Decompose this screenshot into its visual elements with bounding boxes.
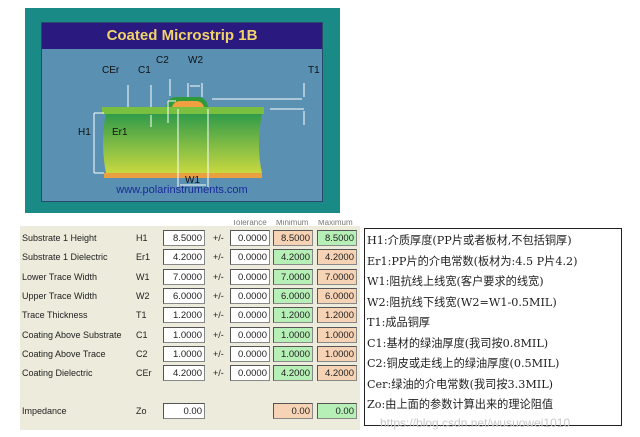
param-max: 4.2000 xyxy=(317,249,357,266)
param-symbol: C1 xyxy=(136,329,148,340)
header-maximum: Maximum xyxy=(318,220,353,226)
param-value-input[interactable]: 4.2000 xyxy=(163,249,205,266)
label-h1: H1 xyxy=(78,127,91,138)
param-max: 6.0000 xyxy=(317,287,357,304)
watermark: https://blog.csdn.net/wusuowei1010 xyxy=(380,416,571,430)
param-tolerance-input[interactable]: 0.0000 xyxy=(230,345,270,362)
polar-url: www.polarinstruments.com xyxy=(116,184,248,196)
parameter-row: Coating Above Trace C2 1.0000 +/- 0.0000… xyxy=(20,345,360,364)
parameter-row: Lower Trace Width W1 7.0000 +/- 0.0000 7… xyxy=(20,268,360,287)
param-symbol: T1 xyxy=(136,310,147,321)
param-min: 4.2000 xyxy=(273,365,313,382)
plus-minus: +/- xyxy=(213,368,224,379)
param-min: 6.0000 xyxy=(273,287,313,304)
label-w2: W2 xyxy=(188,55,203,66)
param-label: Coating Above Substrate xyxy=(22,329,122,340)
param-min: 1.0000 xyxy=(273,326,313,343)
param-label: Coating Above Trace xyxy=(22,348,106,359)
label-c2: C2 xyxy=(156,55,169,66)
note-line: W2:阻抗线下线宽(W2=W1-0.5MIL) xyxy=(367,295,557,309)
param-tolerance-input[interactable]: 0.0000 xyxy=(230,365,270,382)
param-label: Substrate 1 Dielectric xyxy=(22,252,108,263)
param-value-input[interactable]: 6.0000 xyxy=(163,287,205,304)
param-tolerance-input[interactable]: 0.0000 xyxy=(230,326,270,343)
param-value-input[interactable]: 1.0000 xyxy=(163,326,205,343)
plus-minus: +/- xyxy=(213,310,224,321)
label-er1: Er1 xyxy=(112,127,128,138)
note-line: W1:阻抗线上线宽(客户要求的线宽) xyxy=(367,275,544,288)
param-max: 1.0000 xyxy=(317,326,357,343)
param-min: 1.0000 xyxy=(273,345,313,362)
param-value-input[interactable]: 4.2000 xyxy=(163,365,205,382)
impedance-max: 0.00 xyxy=(317,403,357,419)
param-tolerance-input[interactable]: 0.0000 xyxy=(230,307,270,324)
label-cer: CEr xyxy=(102,65,120,76)
param-symbol: C2 xyxy=(136,348,148,359)
param-value-input[interactable]: 8.5000 xyxy=(163,230,205,246)
parameter-row: Coating Above Substrate C1 1.0000 +/- 0.… xyxy=(20,326,360,345)
label-w1: W1 xyxy=(185,175,200,186)
header-minimum: Minimum xyxy=(276,220,309,226)
note-line: Cer:绿油的介电常数(我司按3.3MIL) xyxy=(367,377,553,391)
notes-box: H1:介质厚度(PP片或者板材,不包括铜厚) Er1:PP片的介电常数(板材为:4… xyxy=(364,228,622,426)
impedance-min: 0.00 xyxy=(273,403,313,419)
plus-minus: +/- xyxy=(213,290,224,301)
param-value-input[interactable]: 1.2000 xyxy=(163,307,205,324)
param-symbol: CEr xyxy=(136,368,152,379)
parameter-row: Upper Trace Width W2 6.0000 +/- 0.0000 6… xyxy=(20,287,360,306)
param-symbol: H1 xyxy=(136,233,148,243)
param-value-input[interactable]: 1.0000 xyxy=(163,345,205,362)
cross-section-drawing xyxy=(93,79,305,187)
param-symbol: W2 xyxy=(136,290,150,301)
parameter-row: Coating Dielectric CEr 4.2000 +/- 0.0000… xyxy=(20,365,360,383)
label-c1: C1 xyxy=(138,65,151,76)
impedance-value[interactable]: 0.00 xyxy=(163,403,205,419)
note-line: C2:铜皮或走线上的绿油厚度(0.5MIL) xyxy=(367,357,560,370)
param-min: 1.2000 xyxy=(273,307,313,324)
param-symbol: Er1 xyxy=(136,252,151,263)
note-line: Zo:由上面的参数计算出来的理论阻值 xyxy=(367,398,554,411)
impedance-symbol: Zo xyxy=(136,406,147,416)
param-label: Lower Trace Width xyxy=(22,271,98,282)
plus-minus: +/- xyxy=(213,252,224,263)
parameter-row: Trace Thickness T1 1.2000 +/- 0.0000 1.2… xyxy=(20,307,360,325)
param-label: Coating Dielectric xyxy=(22,368,93,379)
parameter-row: Substrate 1 Height H1 8.5000 +/- 0.0000 … xyxy=(20,230,360,248)
note-line: Er1:PP片的介电常数(板材为:4.5 P片4.2) xyxy=(367,254,578,268)
param-min: 8.5000 xyxy=(273,230,313,246)
param-max: 8.5000 xyxy=(317,230,357,246)
diagram-panel: Coated Microstrip 1B CEr C1 C2 W2 T1 H1 … xyxy=(41,22,323,202)
param-tolerance-input[interactable]: 0.0000 xyxy=(230,287,270,304)
parameter-form: Tolerance Minimum Maximum Substrate 1 He… xyxy=(20,220,360,430)
header-tolerance: Tolerance xyxy=(232,220,267,226)
note-line: C1:基材的绿油厚度(我司按0.8MIL) xyxy=(367,336,549,350)
plus-minus: +/- xyxy=(213,233,224,243)
diagram-title: Coated Microstrip 1B xyxy=(42,23,322,49)
note-line: H1:介质厚度(PP片或者板材,不包括铜厚) xyxy=(367,234,572,247)
param-min: 7.0000 xyxy=(273,268,313,285)
param-min: 4.2000 xyxy=(273,249,313,266)
param-label: Trace Thickness xyxy=(22,310,88,321)
plus-minus: +/- xyxy=(213,271,224,282)
impedance-label: Impedance xyxy=(22,406,67,416)
param-value-input[interactable]: 7.0000 xyxy=(163,268,205,285)
impedance-row: Impedance Zo 0.00 0.00 0.00 xyxy=(20,403,360,421)
param-label: Upper Trace Width xyxy=(22,290,98,301)
plus-minus: +/- xyxy=(213,348,224,359)
plus-minus: +/- xyxy=(213,329,224,340)
param-max: 7.0000 xyxy=(317,268,357,285)
param-symbol: W1 xyxy=(136,271,150,282)
param-tolerance-input[interactable]: 0.0000 xyxy=(230,268,270,285)
param-max: 1.2000 xyxy=(317,307,357,324)
microstrip-diagram: Coated Microstrip 1B CEr C1 C2 W2 T1 H1 … xyxy=(25,8,340,213)
parameter-row: Substrate 1 Dielectric Er1 4.2000 +/- 0.… xyxy=(20,249,360,267)
note-line: T1:成品铜厚 xyxy=(367,316,431,329)
label-t1: T1 xyxy=(308,65,320,76)
param-max: 4.2000 xyxy=(317,365,357,382)
param-label: Substrate 1 Height xyxy=(22,233,97,243)
param-tolerance-input[interactable]: 0.0000 xyxy=(230,230,270,246)
param-tolerance-input[interactable]: 0.0000 xyxy=(230,249,270,266)
param-max: 1.0000 xyxy=(317,345,357,362)
